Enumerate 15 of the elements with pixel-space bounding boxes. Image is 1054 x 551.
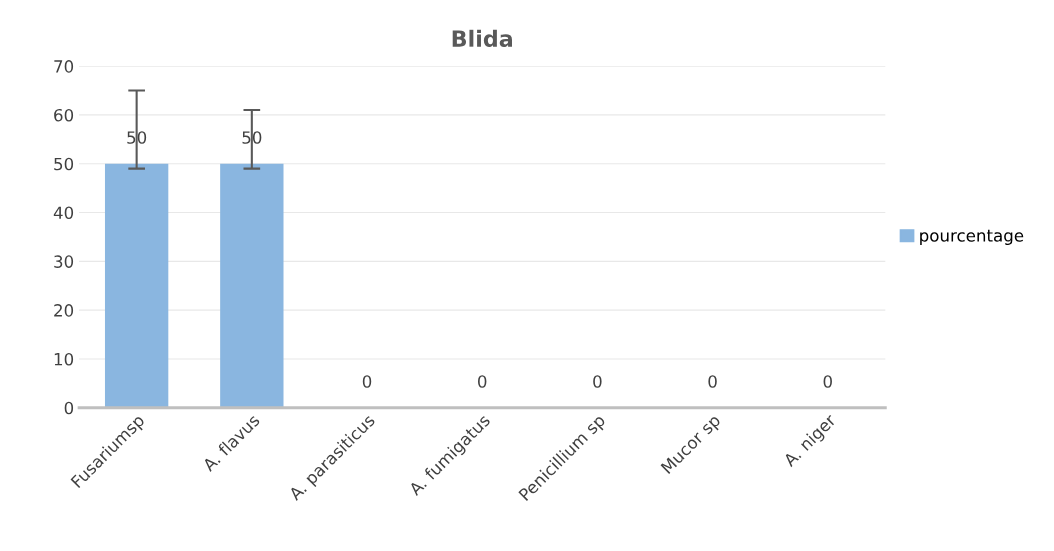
y-tick-label: 70 (54, 60, 74, 73)
y-tick-label: 10 (54, 352, 74, 366)
chart-title: Blida (452, 29, 512, 47)
y-tick-label: 50 (54, 157, 74, 171)
data-label: 0 (708, 375, 717, 388)
y-tick-label: 40 (53, 206, 74, 220)
data-label: 0 (593, 375, 602, 388)
data-label: 0 (823, 375, 832, 388)
y-tick-label: 0 (64, 401, 74, 415)
legend-label: pourcentage (920, 229, 1024, 245)
y-tick-label: 60 (54, 108, 74, 122)
data-label: 0 (478, 375, 487, 388)
data-label: 0 (362, 375, 372, 388)
y-tick-label: 30 (54, 255, 74, 268)
y-tick-label: 20 (54, 304, 74, 317)
